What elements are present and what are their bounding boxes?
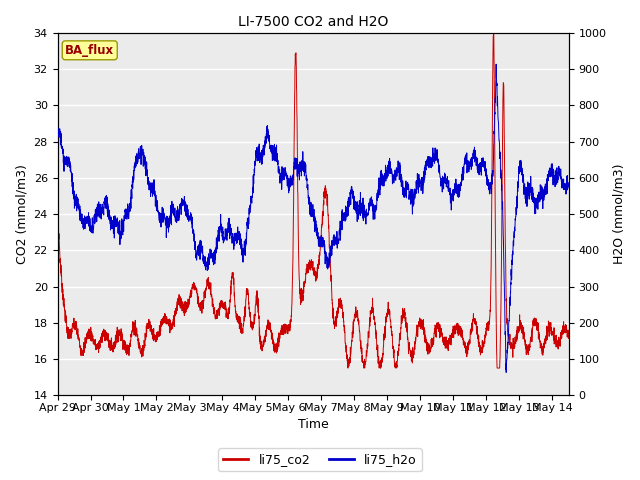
Y-axis label: H2O (mmol/m3): H2O (mmol/m3) <box>612 164 625 264</box>
Text: BA_flux: BA_flux <box>65 44 115 57</box>
Legend: li75_co2, li75_h2o: li75_co2, li75_h2o <box>218 448 422 471</box>
Title: LI-7500 CO2 and H2O: LI-7500 CO2 and H2O <box>238 15 388 29</box>
Y-axis label: CO2 (mmol/m3): CO2 (mmol/m3) <box>15 164 28 264</box>
X-axis label: Time: Time <box>298 419 328 432</box>
